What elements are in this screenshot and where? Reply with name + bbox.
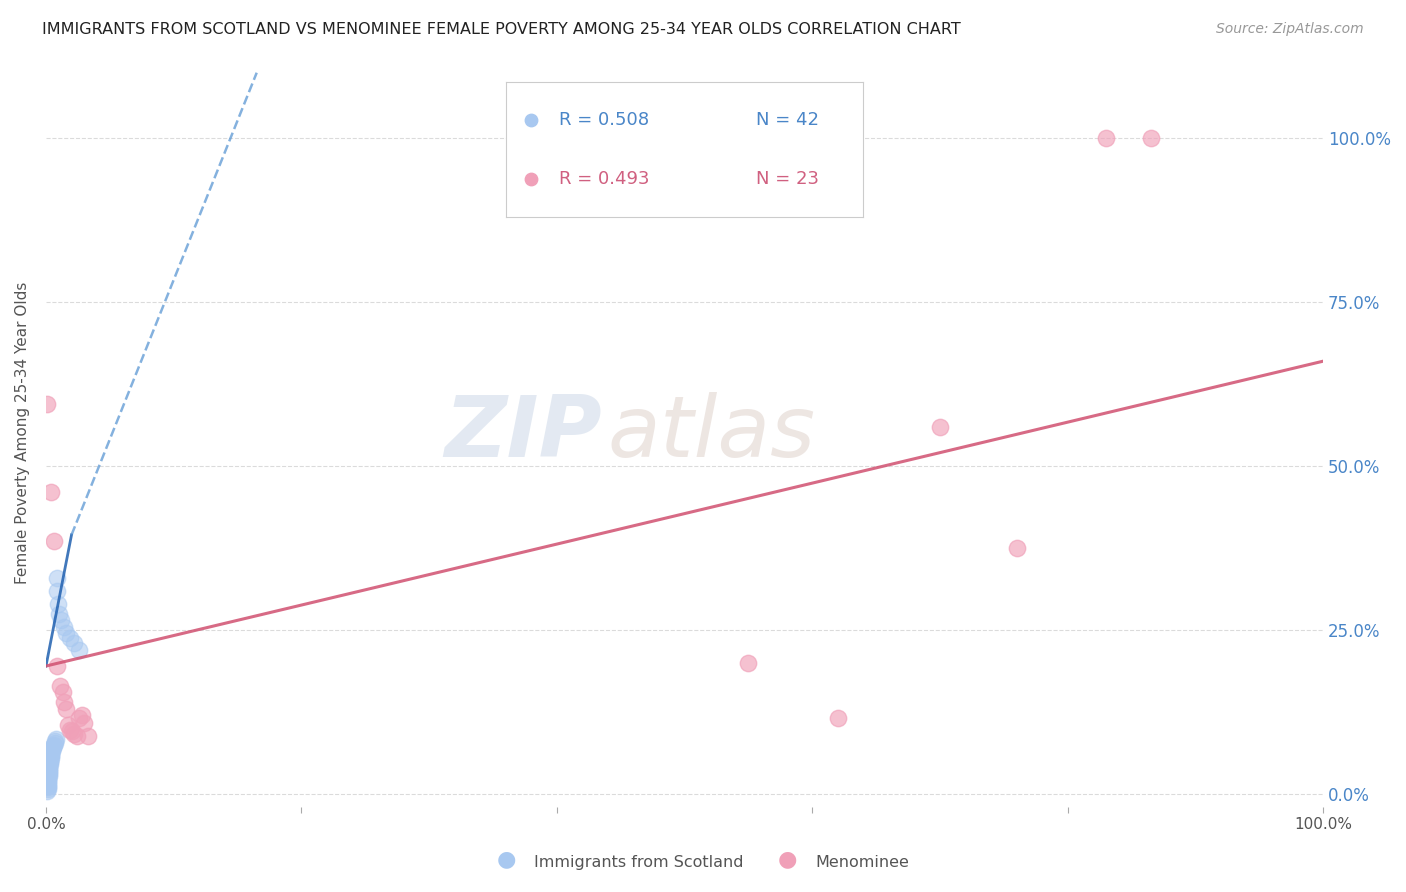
Point (38, 764, 60, 778)
Point (53, 695, 76, 709)
Text: Menominee: Menominee (815, 855, 910, 870)
Point (39, 753, 62, 767)
Text: ●: ● (496, 850, 516, 870)
Text: Immigrants from Scotland: Immigrants from Scotland (534, 855, 744, 870)
Point (38, 762, 60, 776)
Point (67, 642, 90, 657)
Point (37, 779, 59, 793)
Point (65, 729, 87, 743)
Point (39, 485, 62, 500)
Point (41, 742, 63, 756)
Point (39, 748, 62, 763)
Point (55, 626, 77, 640)
Point (73, 716, 96, 731)
Point (929, 419, 952, 434)
Point (37, 775, 59, 789)
Point (49, 679, 72, 693)
Point (37, 771, 59, 785)
Point (1095, 131, 1118, 145)
Point (63, 636, 86, 650)
Point (42, 739, 65, 753)
Point (44, 734, 66, 748)
Point (39, 747, 62, 762)
Point (38, 756, 60, 770)
Point (42, 741, 65, 756)
Point (38, 757, 60, 772)
Text: Source: ZipAtlas.com: Source: ZipAtlas.com (1216, 22, 1364, 37)
Point (46, 659, 69, 673)
Text: ZIP: ZIP (444, 392, 602, 475)
Point (44, 534, 66, 549)
Point (37, 783, 59, 797)
Point (70, 708, 93, 723)
Point (38, 761, 60, 775)
Point (37, 773, 59, 788)
Point (38, 767, 60, 781)
Point (37, 772, 59, 787)
Point (737, 656, 759, 670)
Point (39, 754, 62, 768)
Point (38, 768, 60, 782)
Point (52, 620, 75, 634)
Point (48, 607, 70, 621)
Point (46, 583, 69, 598)
Point (827, 711, 849, 725)
Point (77, 729, 100, 743)
Point (52, 685, 75, 699)
Point (1005, 541, 1028, 555)
Point (60, 723, 83, 738)
Point (37, 780, 59, 795)
Y-axis label: Female Poverty Among 25-34 Year Olds: Female Poverty Among 25-34 Year Olds (15, 282, 30, 584)
Point (58, 718, 80, 732)
Point (59, 631, 82, 645)
Point (37, 781, 59, 796)
Point (59, 723, 82, 737)
Point (37, 397, 59, 411)
Point (44, 736, 66, 750)
Point (46, 597, 69, 611)
Point (1139, 131, 1161, 145)
Point (67, 711, 90, 725)
Point (41, 744, 63, 758)
Point (42, 738, 65, 752)
Point (63, 726, 86, 740)
Point (55, 701, 77, 715)
Text: atlas: atlas (607, 392, 815, 475)
Point (37, 777, 59, 791)
Point (38, 759, 60, 773)
Point (39, 751, 62, 765)
Point (41, 746, 63, 760)
Text: ●: ● (778, 850, 797, 870)
Point (38, 765, 60, 780)
Point (51, 613, 73, 627)
Point (45, 732, 67, 747)
Point (45, 570, 67, 584)
Text: IMMIGRANTS FROM SCOTLAND VS MENOMINEE FEMALE POVERTY AMONG 25-34 YEAR OLDS CORRE: IMMIGRANTS FROM SCOTLAND VS MENOMINEE FE… (42, 22, 960, 37)
